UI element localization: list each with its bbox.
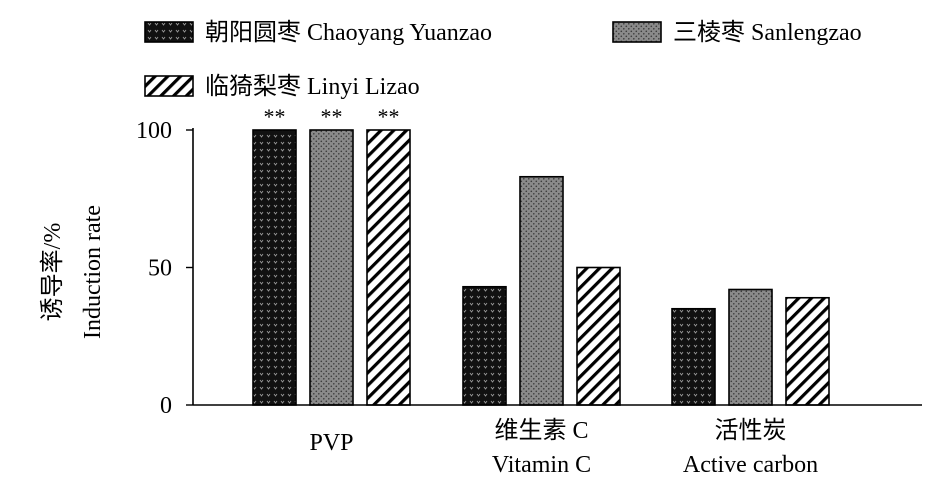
x-tick-label: PVP bbox=[309, 430, 353, 456]
significance-marker: ** bbox=[378, 104, 400, 129]
y-axis-label-cn: 诱导率/% bbox=[39, 223, 66, 322]
x-tick-label-en: Active carbon bbox=[683, 452, 818, 478]
significance-marker: ** bbox=[264, 104, 286, 129]
y-axis-label-en: Induction rate bbox=[80, 205, 106, 339]
x-tick-label-cn: 活性炭 bbox=[715, 417, 787, 444]
bar bbox=[252, 129, 297, 406]
x-tick-label-cn: 维生素 C bbox=[494, 417, 588, 444]
bar bbox=[671, 307, 716, 406]
x-tick-label-en: Vitamin C bbox=[492, 452, 591, 478]
y-tick-label: 0 bbox=[160, 393, 172, 419]
legend-label: 三棱枣 Sanlengzao bbox=[673, 19, 862, 46]
x-axis-labels: PVP 维生素 C Vitamin C 活性炭 Active carbon bbox=[309, 417, 818, 478]
bar bbox=[366, 129, 411, 406]
bar bbox=[785, 296, 830, 406]
legend: 朝阳圆枣 Chaoyang Yuanzao 三棱枣 Sanlengzao 临猗梨枣 … bbox=[144, 19, 862, 100]
bar bbox=[309, 129, 354, 406]
bar bbox=[728, 288, 773, 406]
bars bbox=[252, 129, 830, 406]
legend-label: 临猗梨枣 Linyi Lizao bbox=[205, 73, 420, 100]
legend-label: 朝阳圆枣 Chaoyang Yuanzao bbox=[205, 19, 492, 46]
legend-swatch bbox=[144, 75, 194, 97]
annotations: ** ** ** bbox=[264, 104, 400, 129]
bar bbox=[519, 175, 564, 406]
y-axis-ticks: 0 50 100 bbox=[136, 118, 193, 419]
y-tick-label: 50 bbox=[148, 256, 172, 282]
legend-swatch bbox=[144, 21, 194, 43]
significance-marker: ** bbox=[321, 104, 343, 129]
bar bbox=[462, 285, 507, 406]
legend-swatch bbox=[612, 21, 662, 43]
bar bbox=[576, 266, 621, 406]
y-tick-label: 100 bbox=[136, 118, 172, 144]
